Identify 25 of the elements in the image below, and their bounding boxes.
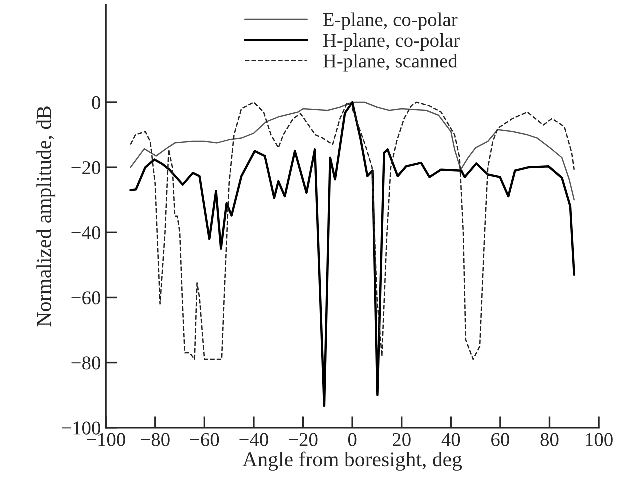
x-tick-label: −100 — [86, 433, 126, 446]
x-tick-label: 20 — [392, 433, 411, 446]
y-tick-label: −20 — [72, 161, 100, 175]
y-axis-title: Normalized amplitude, dB — [36, 106, 56, 327]
x-tick-label: 60 — [492, 433, 510, 446]
x-axis-title: Angle from boresight, deg — [242, 452, 462, 471]
y-tick-label: −100 — [62, 422, 100, 435]
x-tick-label: 100 — [586, 433, 613, 446]
legend-label: E-plane, co-polar — [323, 12, 458, 30]
line-series — [130, 102, 576, 201]
x-tick-label: 80 — [540, 433, 559, 446]
y-tick-label: −40 — [72, 226, 100, 240]
x-tick-label: −80 — [141, 433, 170, 446]
y-tick-label: −80 — [72, 356, 100, 370]
legend-label: H-plane, scanned — [323, 54, 458, 72]
legend-label: H-plane, co-polar — [323, 33, 460, 52]
y-tick-label: 0 — [92, 96, 100, 110]
x-tick-label: 0 — [348, 433, 357, 446]
x-tick-label: −60 — [190, 433, 220, 446]
x-tick-label: 40 — [442, 433, 460, 446]
x-tick-label: −40 — [240, 433, 268, 446]
line-series — [130, 102, 576, 360]
x-tick-label: −20 — [289, 433, 318, 446]
y-tick-label: −60 — [72, 292, 100, 305]
line-series — [130, 101, 576, 408]
